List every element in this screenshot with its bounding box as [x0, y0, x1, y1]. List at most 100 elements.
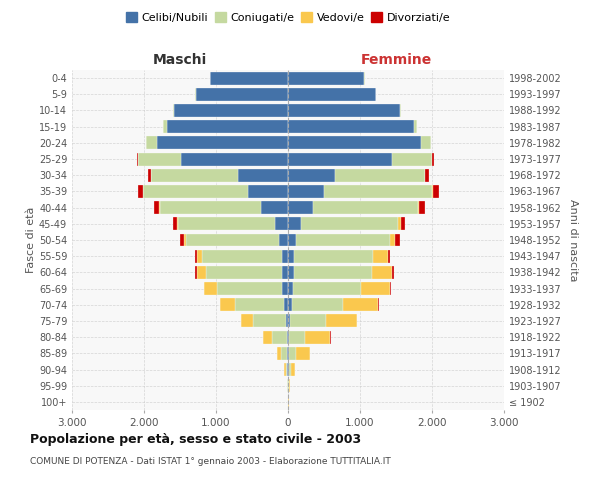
Bar	[301, 218, 398, 230]
Bar	[263, 330, 272, 344]
Bar	[137, 152, 138, 166]
Bar	[291, 363, 295, 376]
Bar	[238, 169, 288, 181]
Bar	[177, 218, 178, 230]
Bar	[289, 379, 290, 392]
Bar	[287, 330, 288, 344]
Bar	[288, 185, 324, 198]
Legend: Celibi/Nubili, Coniugati/e, Vedovi/e, Divorziati/e: Celibi/Nubili, Coniugati/e, Vedovi/e, Di…	[121, 8, 455, 28]
Bar	[292, 298, 343, 311]
Bar	[178, 218, 275, 230]
Bar	[173, 104, 174, 117]
Bar	[157, 136, 288, 149]
Bar	[288, 88, 376, 101]
Bar	[159, 201, 160, 214]
Bar	[284, 298, 288, 311]
Bar	[289, 330, 305, 344]
Bar	[206, 266, 281, 279]
Bar	[277, 347, 281, 360]
Bar	[146, 136, 157, 149]
Bar	[288, 234, 296, 246]
Bar	[220, 298, 235, 311]
Bar	[400, 104, 401, 117]
Bar	[173, 218, 177, 230]
Bar	[281, 266, 288, 279]
Bar	[288, 120, 414, 133]
Bar	[151, 169, 238, 181]
Bar	[204, 282, 205, 295]
Bar	[288, 169, 335, 181]
Bar	[290, 314, 326, 328]
Bar	[288, 330, 289, 344]
Bar	[343, 298, 378, 311]
Bar	[432, 185, 433, 198]
Bar	[286, 314, 288, 328]
Bar	[418, 201, 419, 214]
Bar	[288, 266, 294, 279]
Bar	[313, 201, 418, 214]
Bar	[288, 347, 289, 360]
Bar	[288, 104, 400, 117]
Bar	[425, 169, 429, 181]
Bar	[138, 152, 181, 166]
Bar	[241, 314, 253, 328]
Bar	[371, 266, 392, 279]
Bar	[288, 152, 392, 166]
Bar	[197, 250, 202, 262]
Bar	[282, 282, 288, 295]
Bar	[294, 250, 373, 262]
Y-axis label: Fasce di età: Fasce di età	[26, 207, 36, 273]
Bar	[432, 152, 434, 166]
Bar	[288, 363, 289, 376]
Bar	[272, 330, 287, 344]
Bar	[288, 72, 364, 85]
Bar	[235, 298, 284, 311]
Bar	[288, 379, 289, 392]
Bar	[294, 266, 371, 279]
Bar	[324, 185, 432, 198]
Bar	[196, 88, 288, 101]
Bar	[421, 136, 431, 149]
Bar	[253, 314, 286, 328]
Bar	[260, 201, 288, 214]
Bar	[195, 250, 197, 262]
Bar	[217, 282, 282, 295]
Bar	[296, 347, 310, 360]
Bar	[186, 234, 280, 246]
Bar	[433, 185, 439, 198]
Bar	[288, 250, 294, 262]
Bar	[287, 347, 288, 360]
Bar	[361, 282, 390, 295]
Bar	[395, 234, 400, 246]
Bar	[174, 104, 288, 117]
Bar	[275, 218, 288, 230]
Text: Maschi: Maschi	[153, 53, 207, 67]
Bar	[167, 120, 288, 133]
Bar	[154, 201, 159, 214]
Text: Femmine: Femmine	[361, 53, 431, 67]
Bar	[284, 363, 286, 376]
Bar	[202, 250, 281, 262]
Bar	[305, 330, 331, 344]
Bar	[392, 266, 394, 279]
Bar	[389, 234, 395, 246]
Bar	[288, 314, 290, 328]
Bar	[326, 314, 357, 328]
Bar	[419, 201, 425, 214]
Bar	[398, 218, 401, 230]
Bar	[280, 234, 288, 246]
Bar	[390, 282, 391, 295]
Bar	[205, 282, 217, 295]
Bar	[281, 250, 288, 262]
Bar	[160, 201, 260, 214]
Bar	[373, 250, 388, 262]
Bar	[181, 152, 288, 166]
Bar	[163, 120, 167, 133]
Y-axis label: Anni di nascita: Anni di nascita	[568, 198, 578, 281]
Bar	[289, 363, 291, 376]
Bar	[288, 136, 421, 149]
Bar	[143, 185, 248, 198]
Bar	[289, 347, 296, 360]
Bar	[281, 347, 287, 360]
Bar	[288, 282, 293, 295]
